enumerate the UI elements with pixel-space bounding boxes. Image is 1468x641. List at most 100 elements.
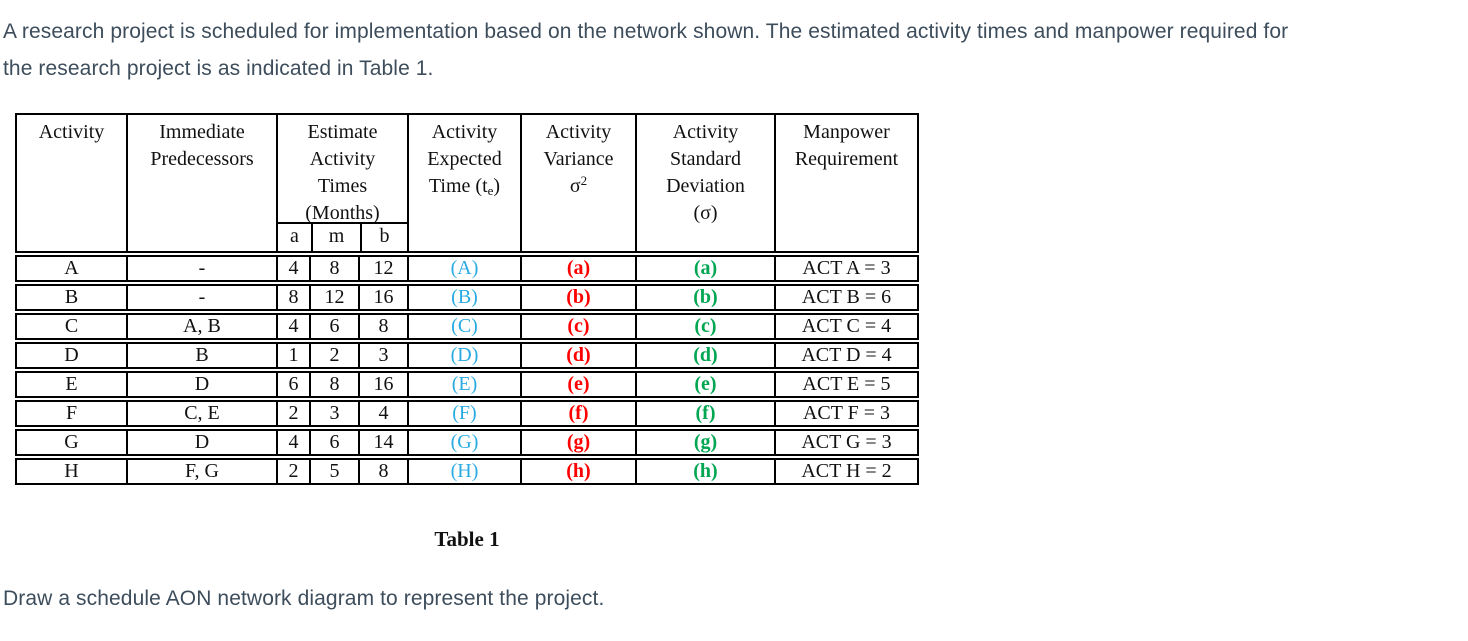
cell-estimate-m: 8 xyxy=(309,373,358,396)
cell-variance: (c) xyxy=(520,315,635,338)
cell-predecessors: A, B xyxy=(126,315,276,338)
cell-standard-deviation: (f) xyxy=(635,402,774,425)
cell-activity: E xyxy=(65,373,78,395)
cell-standard-deviation: (e) xyxy=(635,373,774,396)
table-row: F C, E 2 3 4 (F) (f) (f) ACT F = 3 xyxy=(15,400,919,427)
problem-statement: A research project is scheduled for impl… xyxy=(3,13,1458,87)
cell-estimate-m: 3 xyxy=(309,402,358,425)
cell-manpower: ACT A = 3 xyxy=(774,257,917,280)
cell-activity: C xyxy=(64,315,79,337)
table-caption: Table 1 xyxy=(434,527,500,551)
header-manpower-requirement: Manpower Requirement xyxy=(774,115,917,251)
header-estimate-label: Estimate Activity Times (Months) xyxy=(305,121,380,224)
cell-estimate-a: 6 xyxy=(276,373,309,396)
cell-predecessors: - xyxy=(126,286,276,309)
cell-standard-deviation: (g) xyxy=(635,431,774,454)
problem-statement-line-1: A research project is scheduled for impl… xyxy=(3,20,1289,43)
cell-estimate-m: 12 xyxy=(309,286,358,309)
header-standard-deviation: Activity Standard Deviation (σ) xyxy=(635,115,774,251)
header-estimate-activity-times: Estimate Activity Times (Months) a m b xyxy=(276,115,407,251)
te-subscript: e xyxy=(487,183,494,198)
cell-estimate-b: 12 xyxy=(358,257,407,280)
cell-estimate-b: 4 xyxy=(358,402,407,425)
cell-estimate-b: 8 xyxy=(358,460,407,483)
header-sub-a: a xyxy=(290,225,299,247)
cell-estimate-b: 14 xyxy=(358,431,407,454)
cell-estimate-m: 5 xyxy=(309,460,358,483)
cell-predecessors: F, G xyxy=(126,460,276,483)
cell-variance: (e) xyxy=(520,373,635,396)
table-row: A -4 8 12 (A) (a) (a) ACT A = 3 xyxy=(15,255,919,282)
sigma-squared-superscript: 2 xyxy=(580,173,588,188)
document-page: A research project is scheduled for impl… xyxy=(3,13,1458,610)
cell-activity: G xyxy=(64,431,79,453)
table-header-row: Activity Immediate Predecessors Estimate… xyxy=(15,113,919,253)
cell-variance: (h) xyxy=(520,460,635,483)
cell-estimate-b: 3 xyxy=(358,344,407,367)
cell-manpower: ACT D = 4 xyxy=(774,344,917,367)
table-row: B -8 12 16 (B) (b) (b) ACT B = 6 xyxy=(15,284,919,311)
cell-standard-deviation: (b) xyxy=(635,286,774,309)
cell-predecessors: D xyxy=(126,431,276,454)
table-row: H F, G 2 5 8 (H) (h) (h) ACT H = 2 xyxy=(15,458,919,485)
table-row: C A, B 4 6 8 (C) (c) (c) ACT C = 4 xyxy=(15,313,919,340)
header-activity: Activity xyxy=(38,121,105,143)
header-amb-subrow: a m b xyxy=(278,222,407,251)
cell-manpower: ACT B = 6 xyxy=(774,286,917,309)
cell-activity: A xyxy=(64,257,79,279)
cell-standard-deviation: (d) xyxy=(635,344,774,367)
cell-estimate-m: 6 xyxy=(309,431,358,454)
cell-predecessors: - xyxy=(126,257,276,280)
cell-expected-time: (G) xyxy=(407,431,520,454)
cell-manpower: ACT H = 2 xyxy=(774,460,917,483)
cell-estimate-a: 4 xyxy=(276,431,309,454)
header-expected-time: Activity Expected Time (te) xyxy=(407,115,520,251)
cell-variance: (b) xyxy=(520,286,635,309)
cell-expected-time: (B) xyxy=(407,286,520,309)
cell-standard-deviation: (h) xyxy=(635,460,774,483)
cell-expected-time: (F) xyxy=(407,402,520,425)
header-sub-m: m xyxy=(311,224,360,251)
cell-expected-time: (C) xyxy=(407,315,520,338)
cell-variance: (f) xyxy=(520,402,635,425)
table-row: G D 4 6 14 (G) (g) (g) ACT G = 3 xyxy=(15,429,919,456)
cell-estimate-b: 16 xyxy=(358,286,407,309)
header-variance: Activity Variance σ2 xyxy=(520,115,635,251)
cell-activity: B xyxy=(64,286,79,308)
cell-estimate-a: 2 xyxy=(276,402,309,425)
cell-estimate-b: 16 xyxy=(358,373,407,396)
cell-estimate-a: 4 xyxy=(276,257,309,280)
header-sub-b: b xyxy=(360,224,407,251)
cell-activity: H xyxy=(64,460,79,482)
cell-estimate-a: 2 xyxy=(276,460,309,483)
cell-activity: D xyxy=(64,344,79,366)
cell-estimate-a: 4 xyxy=(276,315,309,338)
cell-variance: (g) xyxy=(520,431,635,454)
cell-manpower: ACT C = 4 xyxy=(774,315,917,338)
cell-expected-time: (E) xyxy=(407,373,520,396)
cell-manpower: ACT F = 3 xyxy=(774,402,917,425)
sigma-symbol: σ xyxy=(569,175,581,197)
table-row: E D 6 8 16 (E) (e) (e) ACT E = 5 xyxy=(15,371,919,398)
cell-estimate-b: 8 xyxy=(358,315,407,338)
cell-manpower: ACT E = 5 xyxy=(774,373,917,396)
cell-manpower: ACT G = 3 xyxy=(774,431,917,454)
cell-expected-time: (A) xyxy=(407,257,520,280)
cell-standard-deviation: (c) xyxy=(635,315,774,338)
cell-estimate-m: 8 xyxy=(309,257,358,280)
cell-activity: F xyxy=(65,402,78,424)
problem-statement-line-2: the research project is as indicated in … xyxy=(3,57,434,80)
cell-standard-deviation: (a) xyxy=(635,257,774,280)
cell-expected-time: (D) xyxy=(407,344,520,367)
cell-predecessors: C, E xyxy=(126,402,276,425)
table-body: A -4 8 12 (A) (a) (a) ACT A = 3 B -8 12 16 (B) (b) (b)… xyxy=(15,255,919,485)
cell-expected-time: (H) xyxy=(407,460,520,483)
cell-estimate-a: 1 xyxy=(276,344,309,367)
instruction-text: Draw a schedule AON network diagram to r… xyxy=(3,587,605,610)
cell-estimate-a: 8 xyxy=(276,286,309,309)
table-row: D B 1 2 3 (D) (d) (d) ACT D = 4 xyxy=(15,342,919,369)
header-immediate-predecessors: Immediate Predecessors xyxy=(126,115,276,251)
cell-variance: (a) xyxy=(520,257,635,280)
cell-predecessors: D xyxy=(126,373,276,396)
activity-table: Activity Immediate Predecessors Estimate… xyxy=(15,113,919,485)
